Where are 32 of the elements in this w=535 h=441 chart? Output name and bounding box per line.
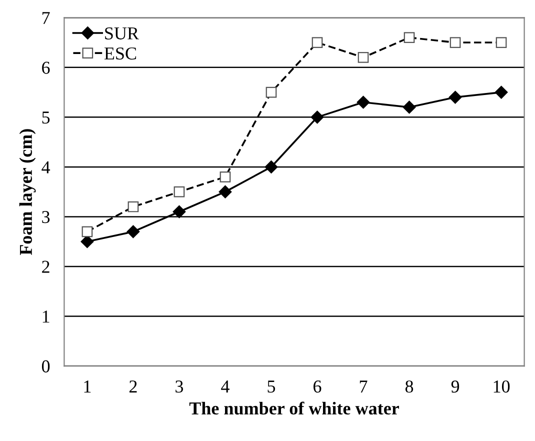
y-tick-label: 5 xyxy=(42,112,50,124)
point xyxy=(126,225,140,238)
point xyxy=(264,160,278,174)
point xyxy=(218,185,232,198)
y-tick-label: 2 xyxy=(42,260,50,273)
point xyxy=(494,86,508,99)
point xyxy=(80,235,94,248)
y-axis-title: Foam layer (cm) xyxy=(19,129,36,256)
legend-label: ESC xyxy=(104,47,136,60)
point xyxy=(310,110,324,124)
x-tick-label: 8 xyxy=(405,380,414,393)
x-tick-label: 10 xyxy=(494,380,510,393)
y-tick-label: 0 xyxy=(42,360,50,372)
point xyxy=(402,100,416,114)
x-tick-label: 2 xyxy=(129,380,137,392)
x-tick-label: 7 xyxy=(360,380,368,392)
y-tick-label: 4 xyxy=(42,161,50,174)
y-tick-label: 3 xyxy=(42,211,50,224)
x-tick-label: 5 xyxy=(268,380,276,393)
point xyxy=(448,90,462,104)
x-tick-label: 9 xyxy=(451,380,460,393)
legend-label: SUR xyxy=(105,27,140,40)
y-tick-label: 6 xyxy=(42,62,50,74)
x-tick-label: 4 xyxy=(221,380,230,392)
x-axis-title: The number of white water xyxy=(189,402,400,415)
y-tick-label: 1 xyxy=(42,310,50,323)
x-tick-label: 3 xyxy=(176,380,184,393)
point xyxy=(172,205,186,218)
x-tick-label: 1 xyxy=(84,380,91,392)
x-tick-label: 6 xyxy=(314,380,322,393)
y-tick-label: 7 xyxy=(42,12,50,24)
point xyxy=(356,96,370,109)
